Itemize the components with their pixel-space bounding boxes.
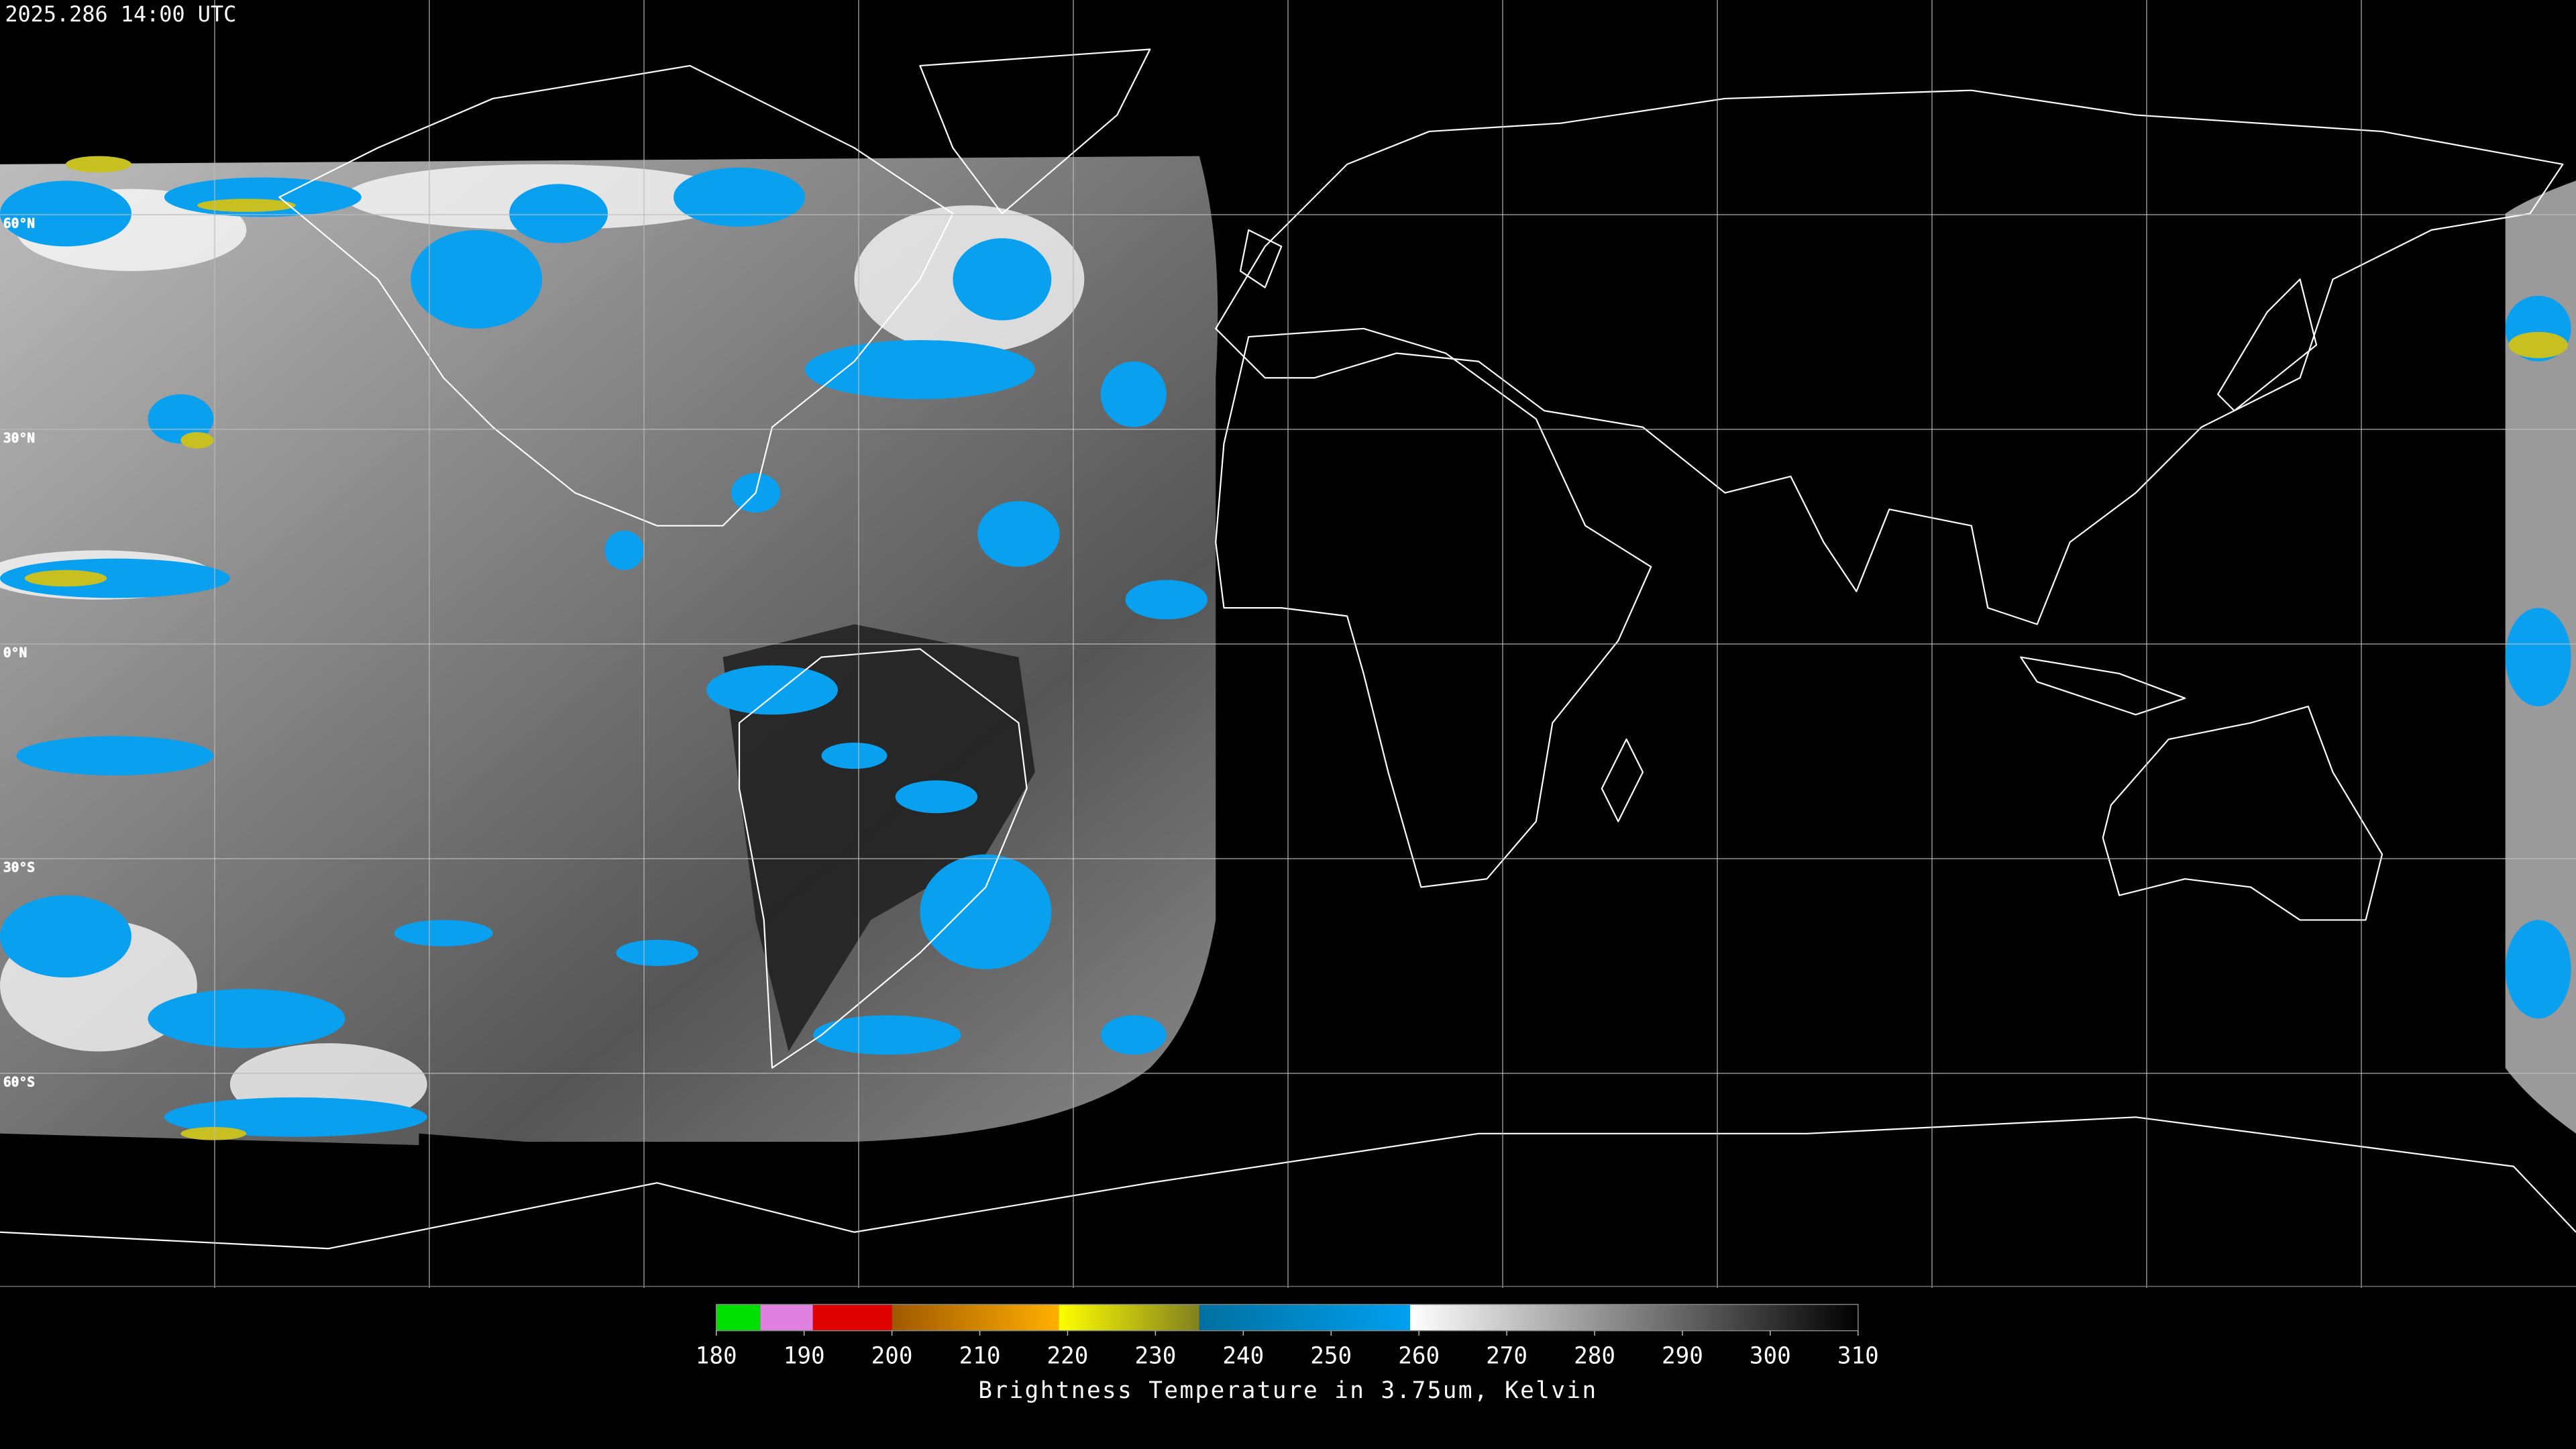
- colorbar-frame: [716, 1303, 1859, 1332]
- colorbar-tick-label: 220: [1047, 1343, 1089, 1370]
- timestamp: 2025.286 14:00 UTC: [5, 1, 236, 27]
- colorbar: 180 190 200 210 220 230 240 250 260 270 280 290 300 3…: [696, 1303, 1879, 1370]
- colorbar-tick-label: 240: [1222, 1343, 1264, 1370]
- colorbar-segment: [892, 1304, 1059, 1331]
- colorbar-segment: [1199, 1304, 1411, 1331]
- colorbar-tick-label: 280: [1574, 1343, 1615, 1370]
- colorbar-tick-label: 300: [1750, 1343, 1791, 1370]
- lat-label: 60°N: [3, 216, 35, 231]
- lat-label: 0°N: [3, 645, 27, 661]
- colorbar-tick-label: 270: [1486, 1343, 1527, 1370]
- colorbar-tick-label: 230: [1134, 1343, 1176, 1370]
- colorbar-tick-label: 310: [1837, 1343, 1879, 1370]
- colorbar-tick-label: 250: [1310, 1343, 1352, 1370]
- colorbar-tick-label: 200: [871, 1343, 913, 1370]
- colorbar-segment: [1059, 1304, 1199, 1331]
- colorbar-segment: [1410, 1304, 1858, 1331]
- colorbar-tick-label: 190: [784, 1343, 825, 1370]
- graticule: 60°N 30°N 0°N 30°S 60°S: [0, 0, 2576, 1288]
- lat-label: 30°N: [3, 431, 35, 446]
- coastlines: [0, 48, 2576, 1250]
- colorbar-tick-label: 260: [1398, 1343, 1440, 1370]
- lat-label: 30°S: [3, 860, 35, 875]
- colorbar-segment: [716, 1304, 761, 1331]
- satellite-imagery: [0, 156, 2576, 1145]
- colorbar-tick-label: 180: [696, 1343, 737, 1370]
- colorbar-title: Brightness Temperature in 3.75um, Kelvin: [978, 1377, 1597, 1404]
- colorbar-segment: [812, 1304, 892, 1331]
- lat-label: 60°S: [3, 1075, 35, 1090]
- colorbar-tick-label: 290: [1662, 1343, 1703, 1370]
- colorbar-segment: [760, 1304, 813, 1331]
- colorbar-tick-label: 210: [959, 1343, 1001, 1370]
